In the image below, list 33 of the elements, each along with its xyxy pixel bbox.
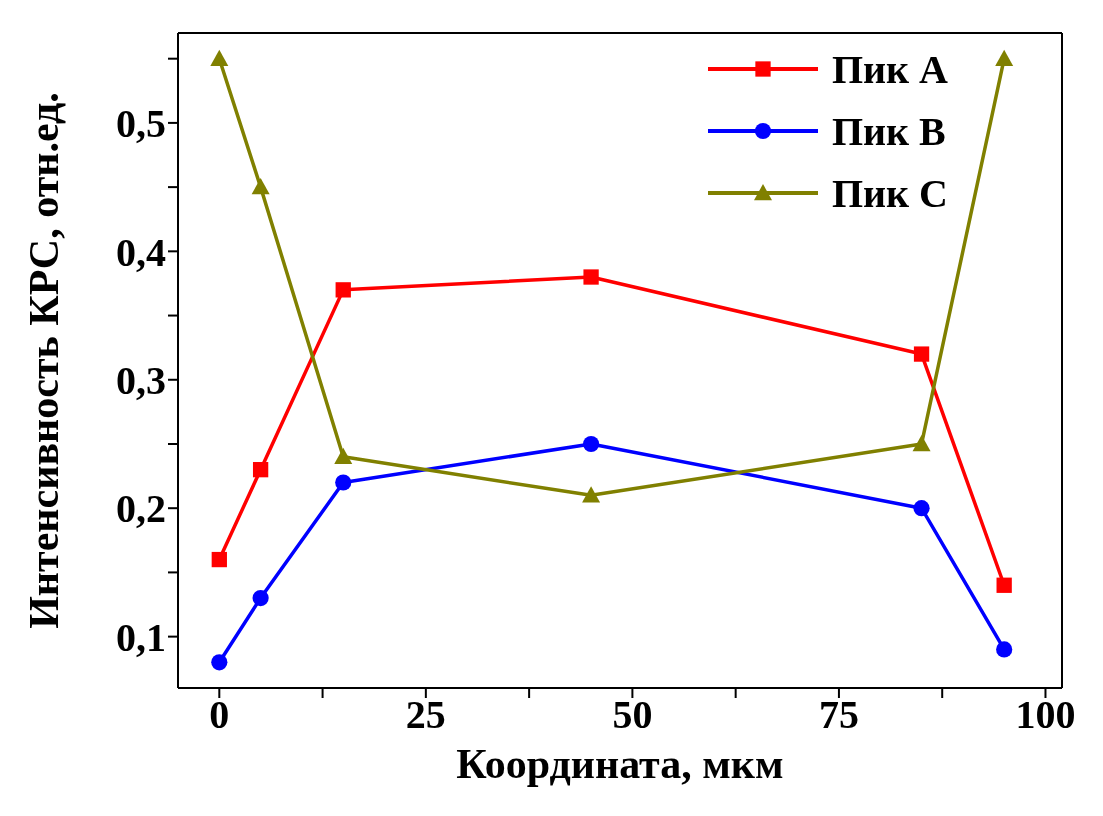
point — [211, 551, 227, 568]
point — [335, 474, 352, 491]
legend-label: Пик B — [831, 107, 946, 155]
point — [583, 269, 599, 285]
y-axis-title: Интенсивность КРС, отн.ед. — [20, 92, 67, 629]
point — [913, 346, 930, 362]
point — [996, 641, 1013, 658]
point — [913, 500, 930, 517]
x-tick-label: 0 — [209, 692, 230, 738]
point — [582, 435, 600, 453]
point — [210, 49, 229, 66]
point — [251, 178, 270, 195]
x-tick-label: 100 — [1015, 692, 1076, 738]
point — [252, 462, 269, 478]
point — [996, 577, 1012, 593]
y-tick-label: 0,3 — [116, 357, 166, 403]
point — [334, 447, 353, 465]
point — [335, 282, 351, 298]
legend-label: Пик C — [831, 169, 948, 217]
point — [211, 654, 228, 671]
x-tick-label: 75 — [818, 692, 859, 738]
y-tick-label: 0,2 — [116, 486, 166, 532]
point — [252, 590, 269, 607]
x-tick-label: 50 — [612, 692, 653, 738]
point — [912, 434, 931, 452]
point — [995, 49, 1014, 66]
x-axis-title: Координата, мкм — [456, 741, 784, 787]
point — [582, 486, 601, 503]
legend-label: Пик A — [831, 45, 948, 93]
y-tick-label: 0,4 — [116, 229, 166, 275]
x-tick-label: 25 — [405, 692, 446, 738]
y-tick-label: 0,5 — [116, 101, 166, 147]
y-tick-label: 0,1 — [116, 614, 166, 660]
